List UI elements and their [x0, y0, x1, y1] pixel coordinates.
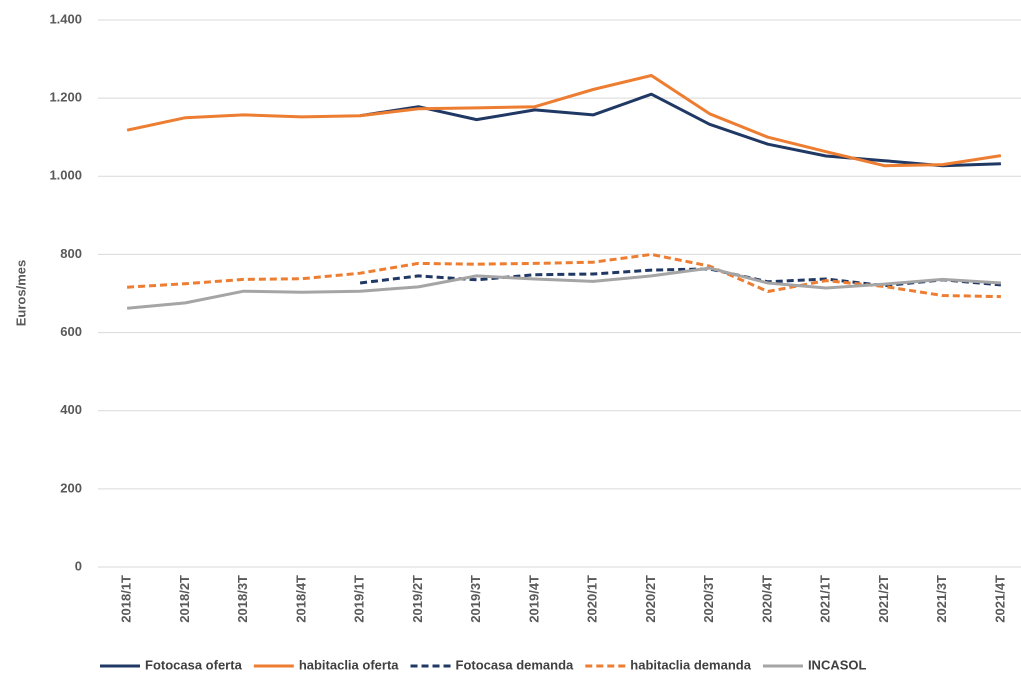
y-tick-label: 400 — [60, 402, 82, 417]
y-axis-label: Euros/mes — [13, 260, 28, 326]
x-tick-label: 2019/4T — [526, 575, 541, 623]
x-tick-label: 2021/2T — [876, 575, 891, 623]
x-tick-label: 2021/4T — [992, 575, 1007, 623]
y-tick-label: 200 — [60, 480, 82, 495]
legend-label: Fotocasa oferta — [145, 657, 243, 672]
y-tick-label: 800 — [60, 246, 82, 261]
series-line — [126, 74, 1002, 168]
x-tick-label: 2018/3T — [235, 575, 250, 623]
x-tick-label: 2021/1T — [818, 575, 833, 623]
x-tick-label: 2020/4T — [759, 575, 774, 623]
x-tick-label: 2020/2T — [643, 575, 658, 623]
series-line — [126, 266, 1001, 310]
x-tick-label: 2020/1T — [585, 575, 600, 623]
legend-label: habitaclia demanda — [630, 657, 751, 672]
series-line — [359, 267, 1002, 288]
legend-label: habitaclia oferta — [299, 657, 399, 672]
x-tick-label: 2020/3T — [701, 575, 716, 623]
legend-label: Fotocasa demanda — [456, 657, 575, 672]
x-tick-label: 2019/2T — [410, 575, 425, 623]
legend-label: INCASOL — [808, 657, 867, 672]
x-tick-label: 2018/2T — [177, 575, 192, 623]
y-tick-label: 1.200 — [49, 90, 82, 105]
series-line — [127, 252, 1001, 299]
x-tick-label: 2021/3T — [934, 575, 949, 623]
x-tick-label: 2019/1T — [352, 575, 367, 623]
y-tick-label: 1.000 — [49, 168, 82, 183]
x-tick-label: 2018/4T — [293, 575, 308, 623]
y-tick-label: 1.400 — [49, 11, 82, 26]
series-line — [359, 92, 1001, 168]
x-tick-label: 2018/1T — [119, 575, 134, 623]
y-tick-label: 0 — [75, 558, 82, 573]
y-tick-label: 600 — [60, 324, 82, 339]
x-tick-label: 2019/3T — [468, 575, 483, 623]
